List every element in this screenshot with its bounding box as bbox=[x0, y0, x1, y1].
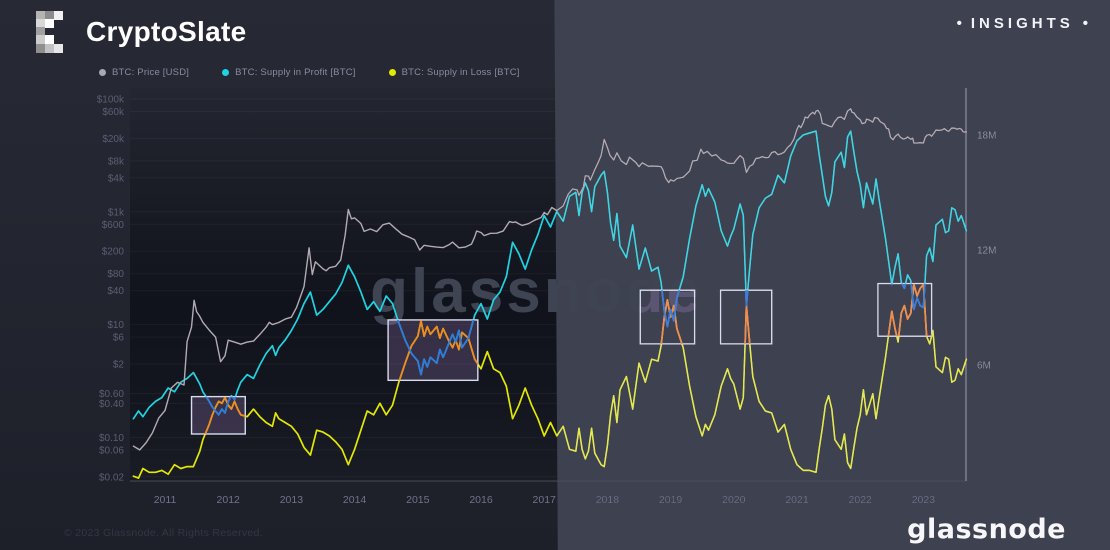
legend-label: BTC: Supply in Profit [BTC] bbox=[235, 67, 356, 78]
left-axis-labels: $100k$60k $20k $8k $4k $1k $600 $200 $80 $40 $10 $… bbox=[97, 95, 125, 484]
left-axis-tick-label: $600 bbox=[102, 220, 125, 231]
x-axis-tick-label: 2014 bbox=[343, 494, 367, 506]
legend-item-supply-in-loss: BTC: Supply in Loss [BTC] bbox=[388, 67, 520, 78]
brand-title: CryptoSlate bbox=[86, 16, 247, 47]
x-axis-tick-label: 2023 bbox=[912, 494, 936, 506]
x-axis-tick-label: 2013 bbox=[280, 494, 304, 506]
legend-label: BTC: Supply in Loss [BTC] bbox=[401, 67, 520, 78]
legend-label: BTC: Price [USD] bbox=[112, 67, 190, 78]
x-axis-tick-label: 2016 bbox=[469, 494, 493, 506]
legend-item-price: BTC: Price [USD] bbox=[99, 67, 189, 78]
chart-legend: BTC: Price [USD] BTC: Supply in Profit [… bbox=[99, 67, 520, 78]
left-axis-tick-label: $10 bbox=[107, 320, 124, 331]
right-axis-labels: 18M 12M 6M bbox=[977, 130, 996, 371]
loss-series-dot-icon bbox=[388, 69, 396, 76]
x-axis-tick-label: 2012 bbox=[217, 494, 241, 506]
x-axis-tick-label: 2015 bbox=[406, 494, 430, 506]
left-axis-tick-label: $100k bbox=[97, 95, 125, 106]
left-axis-tick-label: $0.60 bbox=[99, 389, 124, 400]
x-axis-labels: 2011 2012 2013 2014 2015 2016 2017 2018 2019 2020… bbox=[154, 494, 936, 506]
left-axis-tick-label: $1k bbox=[108, 207, 125, 218]
left-axis-tick-label: $6 bbox=[113, 333, 125, 344]
left-axis-tick-label: $20k bbox=[102, 134, 125, 145]
left-axis-tick-label: $0.10 bbox=[99, 433, 124, 444]
bullet-icon: • bbox=[1082, 15, 1088, 32]
right-axis-tick-label: 12M bbox=[977, 245, 996, 256]
x-axis-tick-label: 2021 bbox=[785, 494, 809, 506]
left-axis-tick-label: $4k bbox=[108, 173, 125, 184]
x-axis-tick-label: 2017 bbox=[533, 494, 557, 506]
profit-series-dot-icon bbox=[222, 69, 230, 76]
insights-badge: • INSIGHTS • bbox=[957, 15, 1088, 32]
cryptoslate-pixel-logo-icon bbox=[36, 11, 63, 53]
copyright-text: © 2023 Glassnode. All Rights Reserved. bbox=[64, 527, 263, 539]
right-axis-tick-label: 18M bbox=[977, 130, 996, 141]
x-axis-tick-label: 2020 bbox=[722, 494, 746, 506]
legend-item-supply-in-profit: BTC: Supply in Profit [BTC] bbox=[222, 67, 356, 78]
right-axis-tick-label: 6M bbox=[977, 360, 991, 371]
header: CryptoSlate bbox=[36, 11, 246, 53]
left-axis-tick-label: $0.06 bbox=[99, 445, 124, 456]
left-axis-tick-label: $40 bbox=[107, 286, 124, 297]
left-axis-tick-label: $0.40 bbox=[99, 399, 124, 410]
x-axis-tick-label: 2018 bbox=[596, 494, 620, 506]
left-axis-tick-label: $0.02 bbox=[99, 472, 124, 483]
highlight-box-border bbox=[387, 319, 479, 382]
left-axis-tick-label: $80 bbox=[107, 269, 124, 280]
x-axis-tick-label: 2019 bbox=[659, 494, 683, 506]
left-axis-tick-label: $200 bbox=[102, 247, 125, 258]
bullet-icon: • bbox=[956, 15, 962, 32]
insights-label: INSIGHTS bbox=[970, 15, 1074, 32]
x-axis-tick-label: 2011 bbox=[154, 494, 177, 506]
price-series-dot-icon bbox=[99, 69, 106, 76]
glassnode-wordmark: glassnode bbox=[907, 514, 1066, 545]
highlight-box-fill bbox=[640, 290, 695, 344]
left-axis-tick-label: $8k bbox=[108, 156, 125, 167]
left-axis-tick-label: $60k bbox=[102, 107, 125, 118]
left-axis-tick-label: $2 bbox=[113, 360, 125, 371]
x-axis-tick-label: 2022 bbox=[849, 494, 873, 506]
